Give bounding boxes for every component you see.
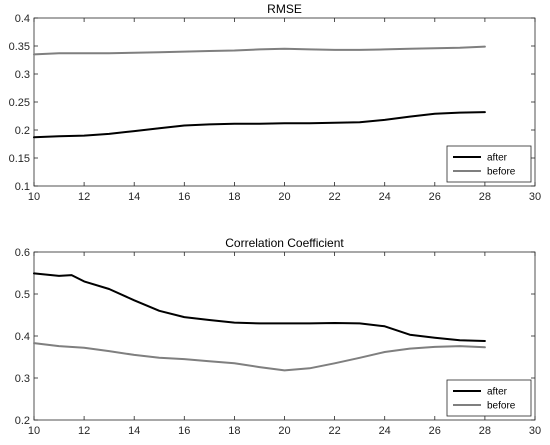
x-tick-label: 16 bbox=[178, 425, 190, 437]
x-tick-label: 10 bbox=[28, 425, 40, 437]
legend: after before bbox=[446, 379, 532, 417]
y-tick-label: 0.4 bbox=[15, 331, 30, 343]
y-tick-label: 0.2 bbox=[15, 125, 30, 137]
y-tick-label: 0.1 bbox=[15, 181, 30, 193]
legend-label-after: after bbox=[487, 153, 508, 164]
x-tick-label: 14 bbox=[128, 191, 140, 203]
series-line-after bbox=[33, 272, 486, 342]
x-tick-label: 18 bbox=[228, 425, 240, 437]
y-tick-label: 0.25 bbox=[9, 97, 30, 109]
legend-label-before: before bbox=[487, 167, 516, 178]
x-tick-label: 28 bbox=[479, 425, 491, 437]
x-tick-label: 14 bbox=[128, 425, 140, 437]
y-tick-label: 0.15 bbox=[9, 153, 30, 165]
x-tick-label: 18 bbox=[228, 191, 240, 203]
y-tick-label: 0.2 bbox=[15, 415, 30, 427]
x-tick-label: 30 bbox=[529, 191, 541, 203]
legend-box bbox=[446, 379, 532, 417]
y-tick-label: 0.6 bbox=[15, 247, 30, 259]
y-tick-label: 0.4 bbox=[15, 13, 30, 25]
chart-title: Correlation Coefficient bbox=[225, 236, 344, 250]
x-tick-label: 12 bbox=[78, 425, 90, 437]
x-tick-label: 22 bbox=[328, 425, 340, 437]
x-tick-label: 24 bbox=[379, 425, 391, 437]
chart-0: RMSE 10 12 14 16 18 20 22 24 26 28 30 0.1 0.15 0.2 0.25… bbox=[9, 2, 542, 203]
legend-box bbox=[446, 145, 532, 183]
chart-1: Correlation Coefficient 10 12 14 16 18 20 22 24 2… bbox=[15, 236, 541, 437]
legend: after before bbox=[446, 145, 532, 183]
y-tick-label: 0.5 bbox=[15, 289, 30, 301]
series-line-before bbox=[33, 342, 486, 372]
x-tick-label: 26 bbox=[429, 425, 441, 437]
x-tick-label: 20 bbox=[278, 425, 290, 437]
chart-title: RMSE bbox=[267, 2, 302, 16]
y-tick-label: 0.3 bbox=[15, 373, 30, 385]
x-tick-label: 10 bbox=[28, 191, 40, 203]
x-tick-label: 12 bbox=[78, 191, 90, 203]
x-tick-label: 28 bbox=[479, 191, 491, 203]
x-tick-label: 26 bbox=[429, 191, 441, 203]
x-tick-label: 24 bbox=[379, 191, 391, 203]
legend-label-after: after bbox=[487, 387, 508, 398]
x-tick-label: 30 bbox=[529, 425, 541, 437]
series-line-after bbox=[33, 111, 486, 139]
series-line-before bbox=[33, 45, 486, 56]
x-tick-label: 20 bbox=[278, 191, 290, 203]
x-tick-label: 16 bbox=[178, 191, 190, 203]
y-tick-label: 0.35 bbox=[9, 41, 30, 53]
x-tick-label: 22 bbox=[328, 191, 340, 203]
legend-label-before: before bbox=[487, 401, 516, 412]
y-tick-label: 0.3 bbox=[15, 69, 30, 81]
